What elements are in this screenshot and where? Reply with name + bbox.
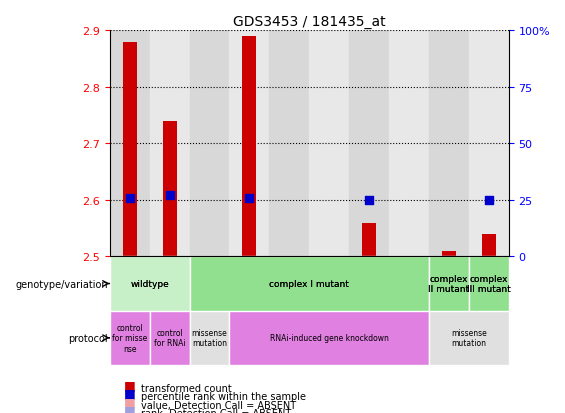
Text: missense
mutation: missense mutation [451,328,486,348]
Text: genotype/variation: genotype/variation [15,279,108,289]
Bar [270,257,309,311]
FancyBboxPatch shape [229,311,429,365]
Bar [229,31,270,257]
FancyBboxPatch shape [110,311,150,365]
Point [245,195,254,202]
FancyBboxPatch shape [469,257,508,311]
Bar [190,31,229,257]
Point [165,192,174,199]
FancyBboxPatch shape [429,257,469,311]
Bar [309,31,349,257]
Text: wildtype: wildtype [131,279,169,288]
Text: missense
mutation: missense mutation [192,328,227,348]
Bar [362,223,376,257]
Text: complex I mutant: complex I mutant [270,279,349,288]
FancyBboxPatch shape [190,257,429,311]
Bar [389,31,429,257]
Bar [150,257,190,311]
Bar [270,31,309,257]
Point [484,197,493,204]
Bar [242,37,257,257]
Text: value, Detection Call = ABSENT: value, Detection Call = ABSENT [141,400,297,410]
Bar [442,251,456,257]
Text: rank, Detection Call = ABSENT: rank, Detection Call = ABSENT [141,408,292,413]
Bar [349,257,389,311]
Point [364,197,373,204]
Text: control
for RNAi: control for RNAi [154,328,185,348]
Point [125,195,134,202]
Bar [190,257,229,311]
FancyBboxPatch shape [429,311,508,365]
Text: protocol: protocol [68,333,108,343]
Text: complex I mutant: complex I mutant [270,279,349,288]
Text: complex
III mutant: complex III mutant [467,274,511,294]
FancyBboxPatch shape [469,257,508,311]
Bar [482,234,496,257]
Bar [163,121,177,257]
FancyBboxPatch shape [429,257,469,311]
Bar [150,31,190,257]
FancyBboxPatch shape [190,311,229,365]
Bar [123,43,137,257]
Bar [389,257,429,311]
Text: complex
II mutant: complex II mutant [428,274,470,294]
FancyBboxPatch shape [110,257,190,311]
Text: wildtype: wildtype [131,279,169,288]
Text: complex
III mutant: complex III mutant [467,274,511,294]
Bar [110,257,150,311]
Text: percentile rank within the sample: percentile rank within the sample [141,392,306,401]
Bar [429,257,469,311]
Text: transformed count: transformed count [141,383,232,393]
Text: ■: ■ [124,403,136,413]
Text: RNAi-induced gene knockdown: RNAi-induced gene knockdown [270,333,389,342]
Text: control
for misse
nse: control for misse nse [112,323,147,353]
FancyBboxPatch shape [190,257,429,311]
FancyBboxPatch shape [110,257,190,311]
Text: ■: ■ [124,387,136,399]
Text: ■: ■ [124,378,136,391]
Bar [229,257,270,311]
FancyBboxPatch shape [150,311,190,365]
Bar [469,31,508,257]
Text: complex
II mutant: complex II mutant [428,274,470,294]
Bar [309,257,349,311]
Bar [110,31,150,257]
Bar [429,31,469,257]
Bar [349,31,389,257]
Title: GDS3453 / 181435_at: GDS3453 / 181435_at [233,15,385,29]
Text: ■: ■ [124,395,136,408]
Bar [469,257,508,311]
